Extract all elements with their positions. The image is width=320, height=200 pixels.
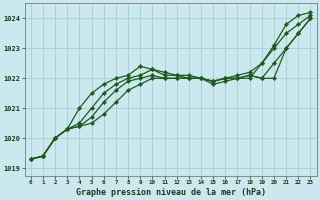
X-axis label: Graphe pression niveau de la mer (hPa): Graphe pression niveau de la mer (hPa) bbox=[76, 188, 266, 197]
